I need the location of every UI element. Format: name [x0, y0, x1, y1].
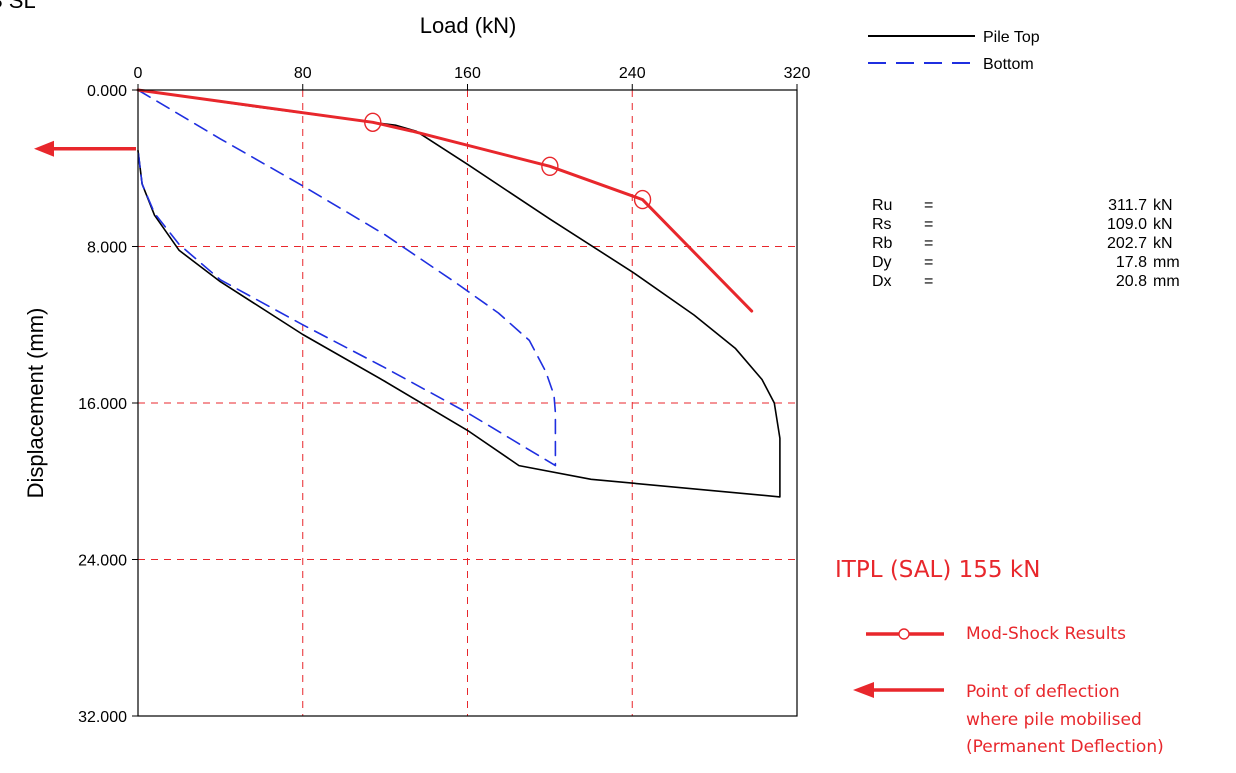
mobilisation-arrow-head	[34, 140, 54, 157]
data-point-marker	[541, 156, 559, 176]
mod-shock-swatch-marker	[898, 628, 910, 640]
x-tick-label: 160	[454, 65, 481, 82]
legend: Pile Top Bottom	[868, 29, 1040, 73]
param-unit: mm	[1153, 254, 1180, 271]
y-axis-title: Displacement (mm)	[23, 308, 48, 499]
deflection-note-line-2: where pile mobilised	[966, 710, 1142, 730]
mod-shock-label: Mod-Shock Results	[966, 624, 1126, 644]
corner-label: S SL	[0, 0, 36, 13]
x-tick-label: 80	[294, 65, 312, 82]
param-value: 311.7	[1108, 197, 1147, 214]
y-tick-label: 24.000	[78, 553, 127, 570]
y-tick-label: 0.000	[87, 83, 127, 100]
param-equals: =	[924, 197, 933, 214]
param-equals: =	[924, 273, 933, 290]
param-unit: kN	[1153, 216, 1173, 233]
param-name: Dx	[872, 273, 892, 290]
y-axis-ticks: 0.000 8.000 16.000 24.000 32.000	[78, 83, 138, 726]
grid-lines	[138, 90, 797, 716]
legend-label-pile-top: Pile Top	[983, 29, 1040, 46]
y-tick-label: 32.000	[78, 709, 127, 726]
plot-curves	[34, 88, 781, 498]
param-value: 202.7	[1107, 235, 1147, 252]
param-name: Dy	[872, 254, 892, 271]
series-line-bottom	[137, 89, 557, 467]
x-tick-label: 240	[619, 65, 646, 82]
param-equals: =	[924, 216, 933, 233]
x-tick-label: 0	[134, 65, 143, 82]
param-unit: mm	[1153, 273, 1180, 290]
param-equals: =	[924, 235, 933, 252]
x-axis-title: Load (kN)	[420, 13, 517, 38]
data-point-marker	[633, 189, 652, 210]
deflection-note-line-3: (Permanent Deflection)	[966, 737, 1164, 757]
param-unit: kN	[1153, 235, 1173, 252]
x-axis-ticks: 0 80 160 240 320	[134, 65, 811, 90]
param-equals: =	[924, 254, 933, 271]
legend-label-bottom: Bottom	[983, 56, 1034, 73]
results-table: Ru = 311.7 kN Rs = 109.0 kN Rb = 202.7 kN Dy = 17.8 mm D…	[872, 197, 1180, 290]
param-name: Ru	[872, 197, 892, 214]
data-point-marker	[364, 112, 382, 132]
x-tick-label: 320	[784, 65, 811, 82]
param-unit: kN	[1153, 197, 1173, 214]
deflection-arrow-head	[853, 682, 874, 698]
y-tick-label: 16.000	[78, 396, 127, 413]
deflection-note-line-1: Point of deflection	[966, 682, 1120, 702]
param-name: Rs	[872, 216, 892, 233]
param-name: Rb	[872, 235, 893, 252]
y-tick-label: 8.000	[87, 240, 127, 257]
series-line-mod-shock-results	[136, 88, 754, 313]
param-value: 20.8	[1116, 273, 1147, 290]
param-value: 109.0	[1107, 216, 1147, 233]
annotations: ITPL (SAL) 155 kN Mod-Shock Results Poin…	[835, 557, 1164, 757]
series-line-pile-top	[137, 89, 781, 498]
itpl-label: ITPL (SAL) 155 kN	[835, 557, 1040, 583]
param-value: 17.8	[1116, 254, 1147, 271]
